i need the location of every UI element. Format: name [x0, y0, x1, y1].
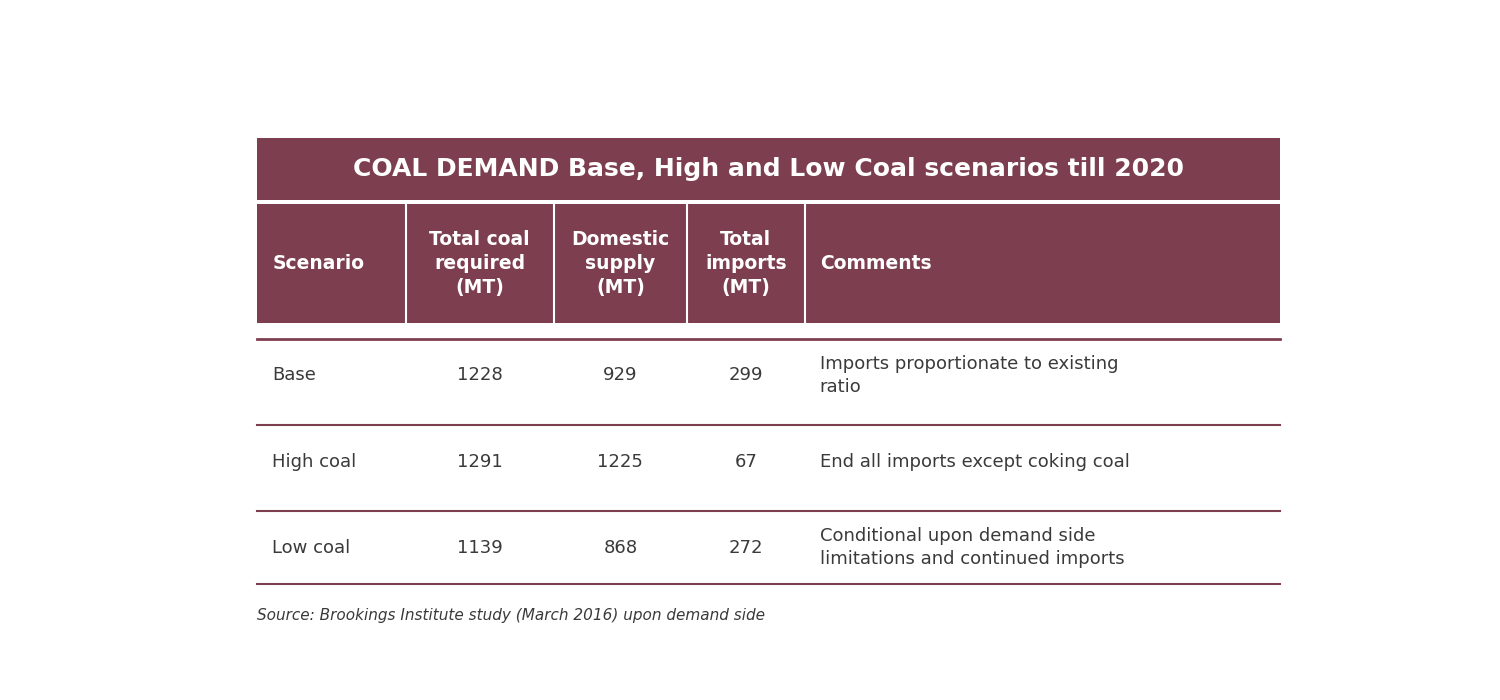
Text: Source: Brookings Institute study (March 2016) upon demand side: Source: Brookings Institute study (March… — [258, 608, 765, 624]
Text: Comments: Comments — [819, 254, 932, 273]
Text: 299: 299 — [729, 366, 764, 384]
Text: Low coal: Low coal — [273, 539, 351, 556]
Text: 1228: 1228 — [458, 366, 503, 384]
Text: 929: 929 — [603, 366, 638, 384]
Text: Total coal
required
(MT): Total coal required (MT) — [429, 230, 530, 298]
Bar — [258, 138, 1280, 200]
Text: End all imports except coking coal: End all imports except coking coal — [819, 453, 1130, 470]
Text: 1291: 1291 — [458, 453, 503, 470]
Text: Domestic
supply
(MT): Domestic supply (MT) — [572, 230, 669, 298]
Text: Base: Base — [273, 366, 316, 384]
Text: 1139: 1139 — [458, 539, 503, 556]
Text: High coal: High coal — [273, 453, 357, 470]
Text: 1225: 1225 — [597, 453, 644, 470]
Text: COAL DEMAND Base, High and Low Coal scenarios till 2020: COAL DEMAND Base, High and Low Coal scen… — [352, 157, 1185, 181]
Bar — [258, 204, 1280, 323]
Text: Imports proportionate to existing
ratio: Imports proportionate to existing ratio — [819, 355, 1118, 395]
Text: 868: 868 — [603, 539, 638, 556]
Text: Conditional upon demand side
limitations and continued imports: Conditional upon demand side limitations… — [819, 527, 1125, 568]
Text: 67: 67 — [735, 453, 758, 470]
Text: Total
imports
(MT): Total imports (MT) — [705, 230, 786, 298]
Text: 272: 272 — [729, 539, 764, 556]
Text: Scenario: Scenario — [273, 254, 364, 273]
